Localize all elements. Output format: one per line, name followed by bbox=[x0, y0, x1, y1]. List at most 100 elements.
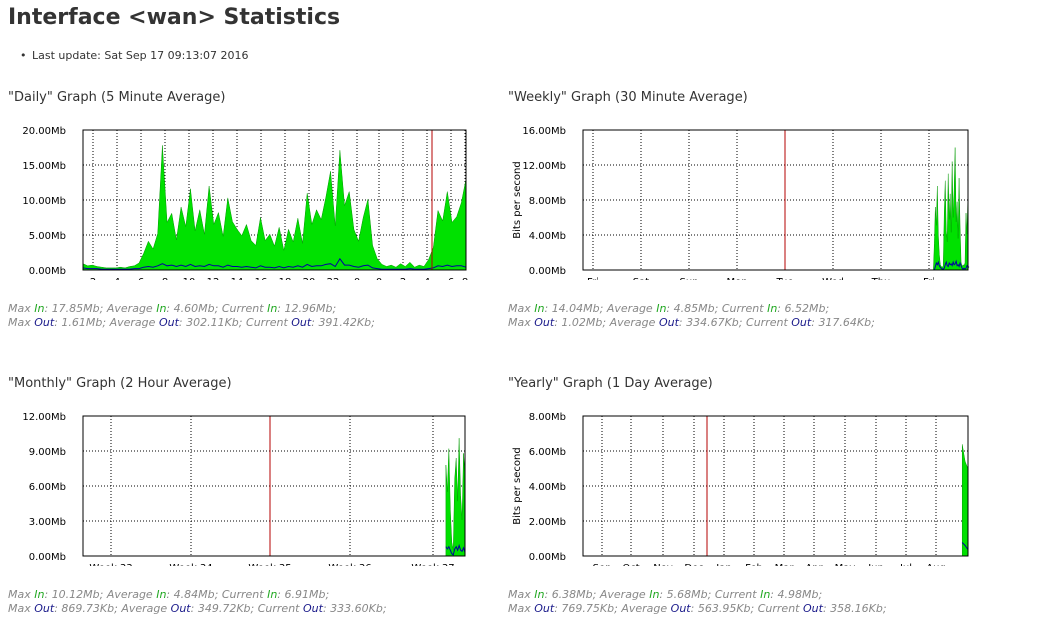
daily-xtick-label: 10 bbox=[183, 277, 196, 280]
yearly-panel: "Yearly" Graph (1 Day Average) Bits per … bbox=[508, 376, 978, 626]
weekly-xtick-label: Mon bbox=[726, 277, 747, 280]
yearly-ytick-label: 6.00Mb bbox=[529, 447, 566, 458]
monthly-ytick-label: 6.00Mb bbox=[29, 482, 66, 493]
yearly-xtick-label: Apr bbox=[805, 563, 823, 566]
weekly-xtick-label: Sun bbox=[679, 277, 698, 280]
yearly-ytick-label: 4.00Mb bbox=[529, 482, 566, 493]
monthly-ytick-label: 12.00Mb bbox=[22, 412, 66, 423]
daily-stats: Max In: 17.85Mb; Average In: 4.60Mb; Cur… bbox=[8, 302, 375, 330]
daily-cur-out: 391.42Kb bbox=[318, 316, 372, 329]
daily-xtick-label: 2 bbox=[90, 277, 96, 280]
monthly-graph: 0.00Mb 3.00Mb 6.00Mb 9.00Mb 12.00Mb Week 33 We… bbox=[22, 412, 466, 566]
weekly-xtick-label: Fri bbox=[587, 277, 599, 280]
daily-avg-in: 4.60Mb bbox=[173, 302, 215, 315]
weekly-ytick-label: 0.00Mb bbox=[529, 266, 566, 277]
weekly-panel: "Weekly" Graph (30 Minute Average) Bits … bbox=[508, 90, 978, 340]
monthly-xtick-label: Week 35 bbox=[248, 563, 291, 566]
daily-stats-out: Max Out: 1.61Mb; Average Out: 302.11Kb; … bbox=[8, 316, 375, 329]
weekly-avg-out: 334.67Kb bbox=[686, 316, 739, 329]
daily-stats-in: Max In: 17.85Mb; Average In: 4.60Mb; Cur… bbox=[8, 302, 337, 315]
weekly-xtick-label: Sat bbox=[633, 277, 649, 280]
monthly-xtick-label: Week 33 bbox=[89, 563, 132, 566]
daily-graph-title: "Daily" Graph (5 Minute Average) bbox=[8, 90, 226, 105]
last-update: • Last update: Sat Sep 17 09:13:07 2016 bbox=[20, 49, 249, 62]
yearly-xtick-label: Oct bbox=[622, 563, 639, 566]
monthly-graph-title: "Monthly" Graph (2 Hour Average) bbox=[8, 376, 232, 391]
yearly-ytick-label: 8.00Mb bbox=[529, 412, 566, 423]
daily-xtick-label: 22 bbox=[327, 277, 340, 280]
yearly-xtick-label: Mar bbox=[775, 563, 795, 566]
monthly-stats-out: Max Out: 869.73Kb; Average Out: 349.72Kb… bbox=[8, 602, 387, 615]
last-update-text: Last update: Sat Sep 17 09:13:07 2016 bbox=[32, 49, 249, 62]
yearly-graph-title: "Yearly" Graph (1 Day Average) bbox=[508, 376, 713, 391]
yearly-cur-in: 4.98Mb bbox=[777, 588, 819, 601]
daily-ytick-label: 20.00Mb bbox=[22, 126, 66, 137]
weekly-cur-in: 6.52Mb bbox=[784, 302, 826, 315]
weekly-xtick-label: Tue bbox=[775, 277, 793, 280]
daily-ytick-label: 15.00Mb bbox=[22, 161, 66, 172]
weekly-y-axis-label: Bits per second bbox=[512, 161, 523, 238]
monthly-max-in: 10.12Mb bbox=[51, 588, 100, 601]
yearly-xtick-label: Jul bbox=[899, 563, 912, 566]
monthly-avg-out: 349.72Kb bbox=[197, 602, 251, 615]
yearly-ytick-label: 0.00Mb bbox=[529, 552, 566, 563]
daily-xtick-label: 4 bbox=[424, 277, 430, 280]
yearly-y-axis-label: Bits per second bbox=[512, 447, 523, 524]
daily-max-in: 17.85Mb bbox=[51, 302, 100, 315]
daily-xtick-label: 6 bbox=[448, 277, 454, 280]
weekly-ytick-label: 8.00Mb bbox=[529, 196, 566, 207]
daily-ytick-label: 5.00Mb bbox=[29, 231, 66, 242]
yearly-xtick-label: Dec bbox=[684, 563, 703, 566]
weekly-ytick-label: 12.00Mb bbox=[522, 161, 566, 172]
weekly-ytick-label: 4.00Mb bbox=[529, 231, 566, 242]
daily-xtick-label: 20 bbox=[303, 277, 316, 280]
yearly-max-in: 6.38Mb bbox=[551, 588, 593, 601]
yearly-stats: Max In: 6.38Mb; Average In: 5.68Mb; Curr… bbox=[508, 588, 887, 616]
monthly-stats: Max In: 10.12Mb; Average In: 4.84Mb; Cur… bbox=[8, 588, 387, 616]
yearly-xtick-label: Aug bbox=[926, 563, 946, 566]
yearly-avg-out: 563.95Kb bbox=[697, 602, 751, 615]
yearly-xtick-label: Jun bbox=[867, 563, 884, 566]
daily-panel: "Daily" Graph (5 Minute Average) 0.00Mb 5… bbox=[8, 90, 478, 340]
daily-xtick-label: 0 bbox=[376, 277, 382, 280]
yearly-ytick-label: 2.00Mb bbox=[529, 517, 566, 528]
yearly-avg-in: 5.68Mb bbox=[666, 588, 708, 601]
monthly-ytick-label: 3.00Mb bbox=[29, 517, 66, 528]
yearly-cur-out: 358.16Kb bbox=[830, 602, 883, 615]
monthly-stats-in: Max In: 10.12Mb; Average In: 4.84Mb; Cur… bbox=[8, 588, 330, 601]
monthly-cur-in: 6.91Mb bbox=[284, 588, 326, 601]
weekly-ytick-label: 16.00Mb bbox=[522, 126, 566, 137]
daily-xtick-label: 0 bbox=[354, 277, 360, 280]
yearly-out-line bbox=[961, 542, 969, 550]
daily-out-line bbox=[82, 257, 467, 270]
daily-xtick-label: 14 bbox=[231, 277, 244, 280]
daily-xtick-label: 12 bbox=[207, 277, 220, 280]
yearly-graph: Bits per second 0.00Mb 2.00Mb 4.00Mb 6.00Mb 8… bbox=[512, 412, 969, 566]
yearly-xtick-label: Feb bbox=[745, 563, 763, 566]
daily-xtick-label: 4 bbox=[114, 277, 120, 280]
weekly-graph-title: "Weekly" Graph (30 Minute Average) bbox=[508, 90, 748, 105]
monthly-avg-in: 4.84Mb bbox=[173, 588, 215, 601]
bullet-icon: • bbox=[20, 49, 27, 62]
yearly-xtick-label: Nov bbox=[653, 563, 673, 566]
weekly-xtick-label: Fri bbox=[923, 277, 935, 280]
daily-max-out: 1.61Mb bbox=[61, 316, 103, 329]
weekly-stats: Max In: 14.04Mb; Average In: 4.85Mb; Cur… bbox=[508, 302, 875, 330]
weekly-plot-frame bbox=[582, 129, 969, 271]
yearly-stats-out: Max Out: 769.75Kb; Average Out: 563.95Kb… bbox=[508, 602, 887, 615]
weekly-cur-out: 317.64Kb bbox=[818, 316, 872, 329]
daily-plot-frame bbox=[82, 129, 467, 271]
yearly-max-out: 769.75Kb bbox=[561, 602, 615, 615]
weekly-stats-out: Max Out: 1.02Mb; Average Out: 334.67Kb; … bbox=[508, 316, 875, 329]
yearly-plot-frame bbox=[582, 415, 969, 557]
monthly-ytick-label: 0.00Mb bbox=[29, 552, 66, 563]
daily-cur-in: 12.96Mb bbox=[284, 302, 333, 315]
monthly-plot-frame bbox=[82, 415, 466, 557]
daily-ytick-label: 0.00Mb bbox=[29, 266, 66, 277]
weekly-max-out: 1.02Mb bbox=[561, 316, 603, 329]
page-title: Interface <wan> Statistics bbox=[8, 5, 341, 30]
monthly-panel: "Monthly" Graph (2 Hour Average) 0.00Mb 3… bbox=[8, 376, 478, 626]
daily-xtick-label: 2 bbox=[400, 277, 406, 280]
monthly-out-line bbox=[445, 543, 466, 556]
monthly-xtick-label: Week 36 bbox=[328, 563, 371, 566]
